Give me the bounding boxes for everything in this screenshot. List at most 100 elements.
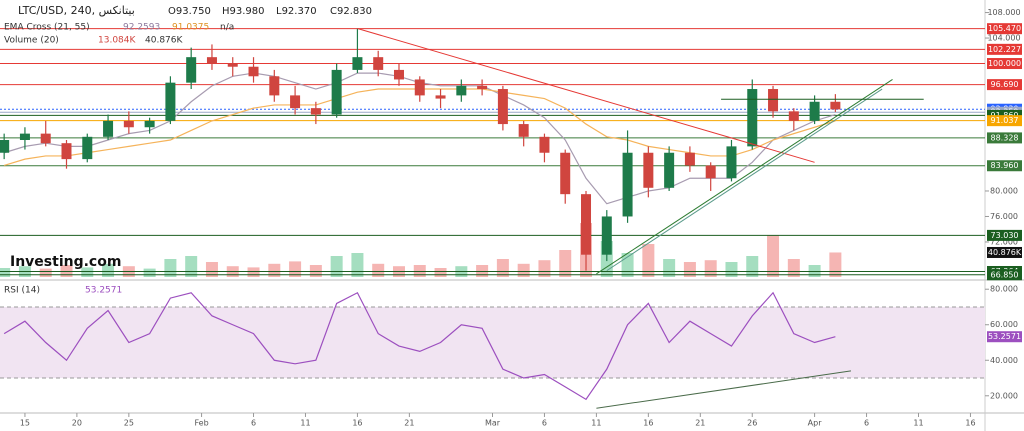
x-tick-label: 6 — [251, 419, 256, 428]
candle-body — [518, 124, 529, 137]
level-label-box — [987, 229, 1022, 241]
volume-bar — [517, 263, 530, 277]
level-label: 91.037 — [991, 116, 1019, 125]
ohlc-high: H93.980 — [222, 6, 265, 17]
trend-line — [596, 79, 893, 275]
x-tick-label: 6 — [864, 419, 869, 428]
overlay: LTC/USD, 240, بيتانكس O93.750 H93.980 L9… — [4, 4, 1022, 428]
y-tick-label: 72.000 — [990, 237, 1018, 246]
candle-body — [809, 101, 820, 121]
volume-bar — [746, 256, 759, 277]
volume-bar — [538, 260, 551, 277]
candle-body — [206, 57, 217, 64]
candle-body — [768, 89, 779, 112]
level-label: 83.960 — [991, 161, 1019, 170]
candle-body — [539, 136, 550, 153]
level-label: 73.030 — [991, 231, 1019, 240]
volume-bar — [0, 268, 11, 277]
trend-line — [606, 88, 883, 272]
indicator-readout: 40.876K — [145, 36, 183, 46]
candle-body — [123, 120, 134, 128]
candle-body — [664, 152, 675, 188]
x-tick-label: 15 — [20, 419, 30, 428]
indicator-name: Volume (20) — [4, 36, 59, 46]
level-label: 102.227 — [988, 45, 1021, 54]
volume-bar — [81, 267, 94, 277]
candle-body — [560, 152, 571, 195]
level-label-box — [987, 79, 1022, 91]
volume-bar — [642, 244, 655, 277]
candle-body — [705, 165, 716, 179]
x-tick-label: Apr — [808, 419, 823, 428]
level-label-box — [987, 58, 1022, 70]
x-tick-label: 11 — [300, 419, 310, 428]
indicator-readout: 92.2593 — [123, 23, 160, 33]
x-tick-label: 21 — [695, 419, 705, 428]
y-tick-label: 104.000 — [987, 34, 1020, 43]
level-label-box — [987, 160, 1022, 172]
candle-body — [165, 82, 176, 121]
candle-body — [186, 57, 197, 83]
x-tick-label: 6 — [542, 419, 547, 428]
x-tick-label: 16 — [965, 419, 975, 428]
x-tick-label: Feb — [194, 419, 208, 428]
level-label: 100.000 — [988, 59, 1021, 68]
rsi-title: RSI (14) — [4, 286, 40, 296]
candle-body — [643, 152, 654, 188]
level-label: 105.470 — [988, 24, 1021, 33]
candle-body — [788, 111, 799, 121]
volume-bar — [205, 262, 218, 277]
volume-bar — [143, 268, 156, 277]
volume-bar — [289, 261, 302, 277]
x-tick-label: 20 — [72, 419, 82, 428]
candle-body — [331, 69, 342, 115]
candle-body — [290, 95, 301, 109]
indicator-readout: n/a — [220, 23, 234, 33]
candle-body — [622, 152, 633, 217]
rsi-label: 53.2571 — [988, 332, 1021, 341]
volume-bar — [372, 263, 385, 277]
x-tick-label: 16 — [352, 419, 362, 428]
brand-logo: Investing.com — [10, 254, 121, 270]
volume-bar — [725, 262, 738, 277]
level-label-box — [987, 115, 1022, 127]
trend-line — [596, 370, 852, 409]
volume-label-box — [987, 246, 1022, 258]
volume-bar — [496, 259, 509, 277]
volume-bar — [663, 259, 676, 277]
level-label-box — [987, 43, 1022, 55]
candle-body — [373, 57, 384, 70]
trend-line — [357, 28, 815, 163]
volume-bar — [767, 235, 780, 277]
ohlc-close: C92.830 — [330, 6, 372, 17]
candle-body — [393, 69, 404, 80]
indicator-readout: 91.0375 — [172, 23, 209, 33]
volume-bar — [683, 262, 696, 277]
candle-body — [40, 133, 51, 144]
y-tick-label: 76.000 — [990, 212, 1018, 221]
candle-body — [830, 101, 841, 110]
volume-bar — [185, 256, 198, 277]
rsi-readout: 53.2571 — [85, 286, 122, 296]
candle-body — [269, 76, 280, 96]
candle-body — [19, 133, 30, 140]
x-tick-label: 21 — [404, 419, 414, 428]
candle-body — [310, 108, 321, 115]
indicator-name: EMA Cross (21, 55) — [4, 23, 90, 33]
ohlc-open: O93.750 — [168, 6, 211, 17]
volume-bar — [268, 263, 281, 277]
y-tick-label: 108.000 — [987, 8, 1020, 17]
x-tick-label: 11 — [913, 419, 923, 428]
volume-bar — [704, 260, 717, 277]
y-tick-label: 40.000 — [990, 356, 1018, 365]
candle-body — [435, 95, 446, 99]
volume-bar — [164, 259, 177, 277]
indicator-readout: 13.084K — [98, 36, 136, 46]
candle-body — [747, 89, 758, 147]
y-tick-label: 80.000 — [990, 186, 1018, 195]
candle-body — [601, 216, 612, 255]
x-tick-label: 16 — [643, 419, 653, 428]
volume-bar — [351, 253, 364, 277]
candle-body — [61, 143, 72, 160]
volume-bar — [434, 268, 447, 277]
